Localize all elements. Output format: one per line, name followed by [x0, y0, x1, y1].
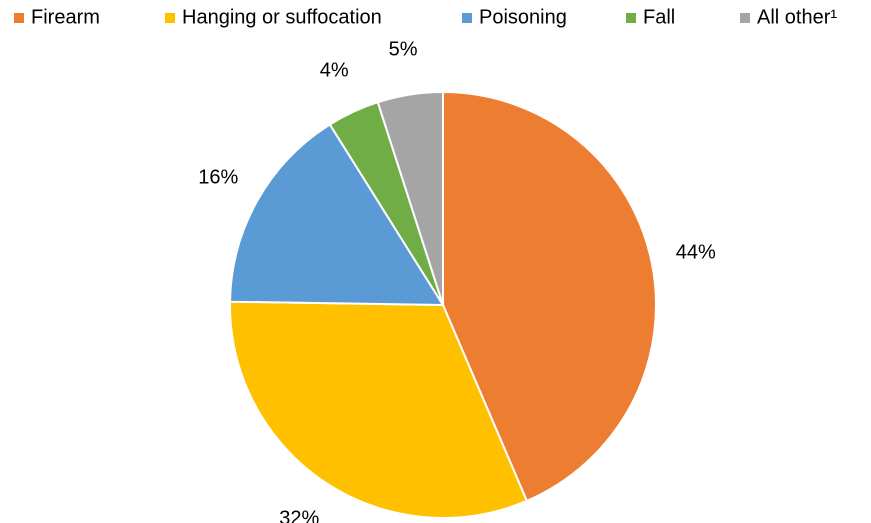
data-label: 16%: [198, 167, 238, 189]
pie-slice: [376, 90, 444, 306]
legend-label: Firearm: [31, 6, 100, 28]
legend-swatch: [626, 13, 636, 23]
legend-swatch: [740, 13, 750, 23]
pie-slice: [229, 300, 529, 519]
legend-label: Poisoning: [479, 6, 567, 28]
legend-label: All other¹: [757, 6, 837, 28]
data-label: 4%: [320, 59, 349, 81]
legend-swatch: [462, 13, 472, 23]
legend-label: Hanging or suffocation: [182, 6, 382, 28]
legend-label: Fall: [643, 6, 675, 28]
data-label: 44%: [676, 241, 716, 263]
pie-slice: [442, 90, 657, 503]
legend-swatch: [14, 13, 24, 23]
data-label: 5%: [389, 38, 418, 60]
pie-slice: [229, 123, 445, 307]
data-label: 32%: [279, 508, 319, 523]
legend-swatch: [165, 13, 175, 23]
